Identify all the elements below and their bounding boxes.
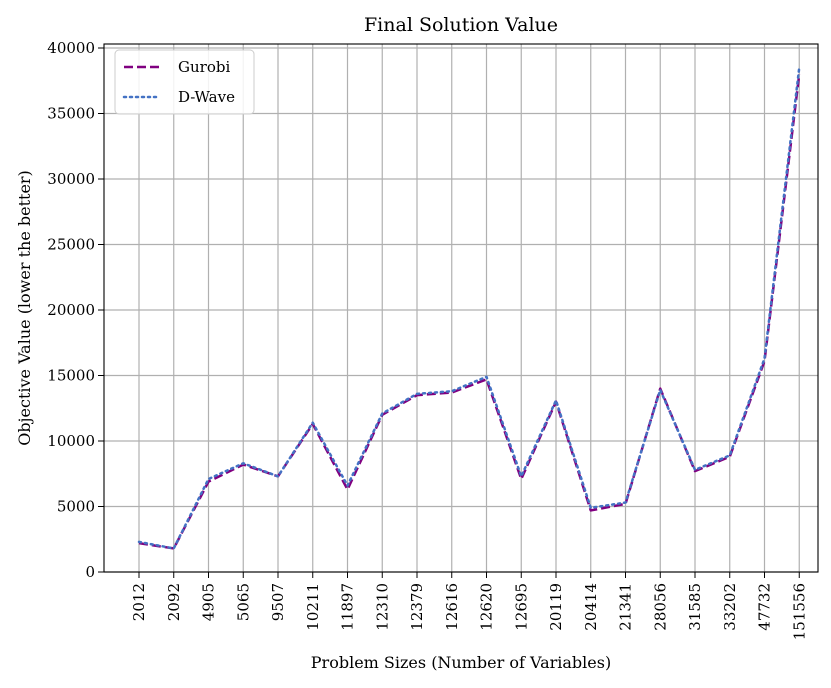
x-axis-ticks: 2012 2092 4905 5065 9507 10211 11897 12310 12379… bbox=[130, 572, 808, 640]
x-tick-label: 47732 bbox=[756, 583, 774, 631]
x-tick-label: 28056 bbox=[651, 583, 669, 631]
y-tick-label: 30000 bbox=[47, 170, 95, 188]
y-axis-ticks: 0 5000 10000 15000 20000 25000 30000 35000 40000 bbox=[47, 39, 104, 581]
x-tick-label: 12616 bbox=[443, 583, 461, 631]
x-tick-label: 12695 bbox=[512, 583, 530, 631]
x-tick-label: 12379 bbox=[408, 583, 426, 631]
y-axis-label: Objective Value (lower the better) bbox=[15, 170, 34, 446]
x-tick-label: 5065 bbox=[234, 583, 252, 621]
x-tick-label: 12620 bbox=[478, 583, 496, 631]
y-tick-label: 5000 bbox=[57, 498, 95, 516]
series-line-d-wave bbox=[137, 66, 801, 550]
chart-title: Final Solution Value bbox=[364, 14, 558, 36]
x-tick-label: 31585 bbox=[686, 583, 704, 631]
y-tick-label: 10000 bbox=[47, 432, 95, 450]
y-tick-label: 20000 bbox=[47, 301, 95, 319]
x-tick-label: 20119 bbox=[547, 583, 565, 631]
x-tick-label: 151556 bbox=[790, 583, 808, 640]
series-lines bbox=[137, 66, 801, 550]
x-axis-label: Problem Sizes (Number of Variables) bbox=[311, 653, 611, 672]
grid bbox=[104, 44, 818, 573]
x-tick-label: 12310 bbox=[373, 583, 391, 631]
legend: Gurobi D-Wave bbox=[114, 49, 255, 115]
x-tick-label: 21341 bbox=[617, 583, 635, 631]
x-tick-label: 4905 bbox=[200, 583, 218, 621]
legend-label-gurobi: Gurobi bbox=[178, 58, 230, 76]
x-tick-label: 20414 bbox=[582, 583, 600, 631]
plot-area-frame bbox=[103, 43, 819, 573]
x-tick-label: 2012 bbox=[130, 583, 148, 621]
x-tick-label: 10211 bbox=[304, 583, 322, 631]
x-tick-label: 9507 bbox=[269, 583, 287, 621]
y-tick-label: 35000 bbox=[47, 105, 95, 123]
legend-label-d-wave: D-Wave bbox=[178, 88, 235, 106]
x-tick-label: 33202 bbox=[721, 583, 739, 631]
y-tick-label: 15000 bbox=[47, 367, 95, 385]
x-tick-label: 11897 bbox=[339, 583, 357, 631]
y-tick-label: 25000 bbox=[47, 236, 95, 254]
y-tick-label: 0 bbox=[85, 563, 95, 581]
x-tick-label: 2092 bbox=[165, 583, 183, 621]
series-line-gurobi bbox=[138, 74, 801, 550]
y-tick-label: 40000 bbox=[47, 39, 95, 57]
